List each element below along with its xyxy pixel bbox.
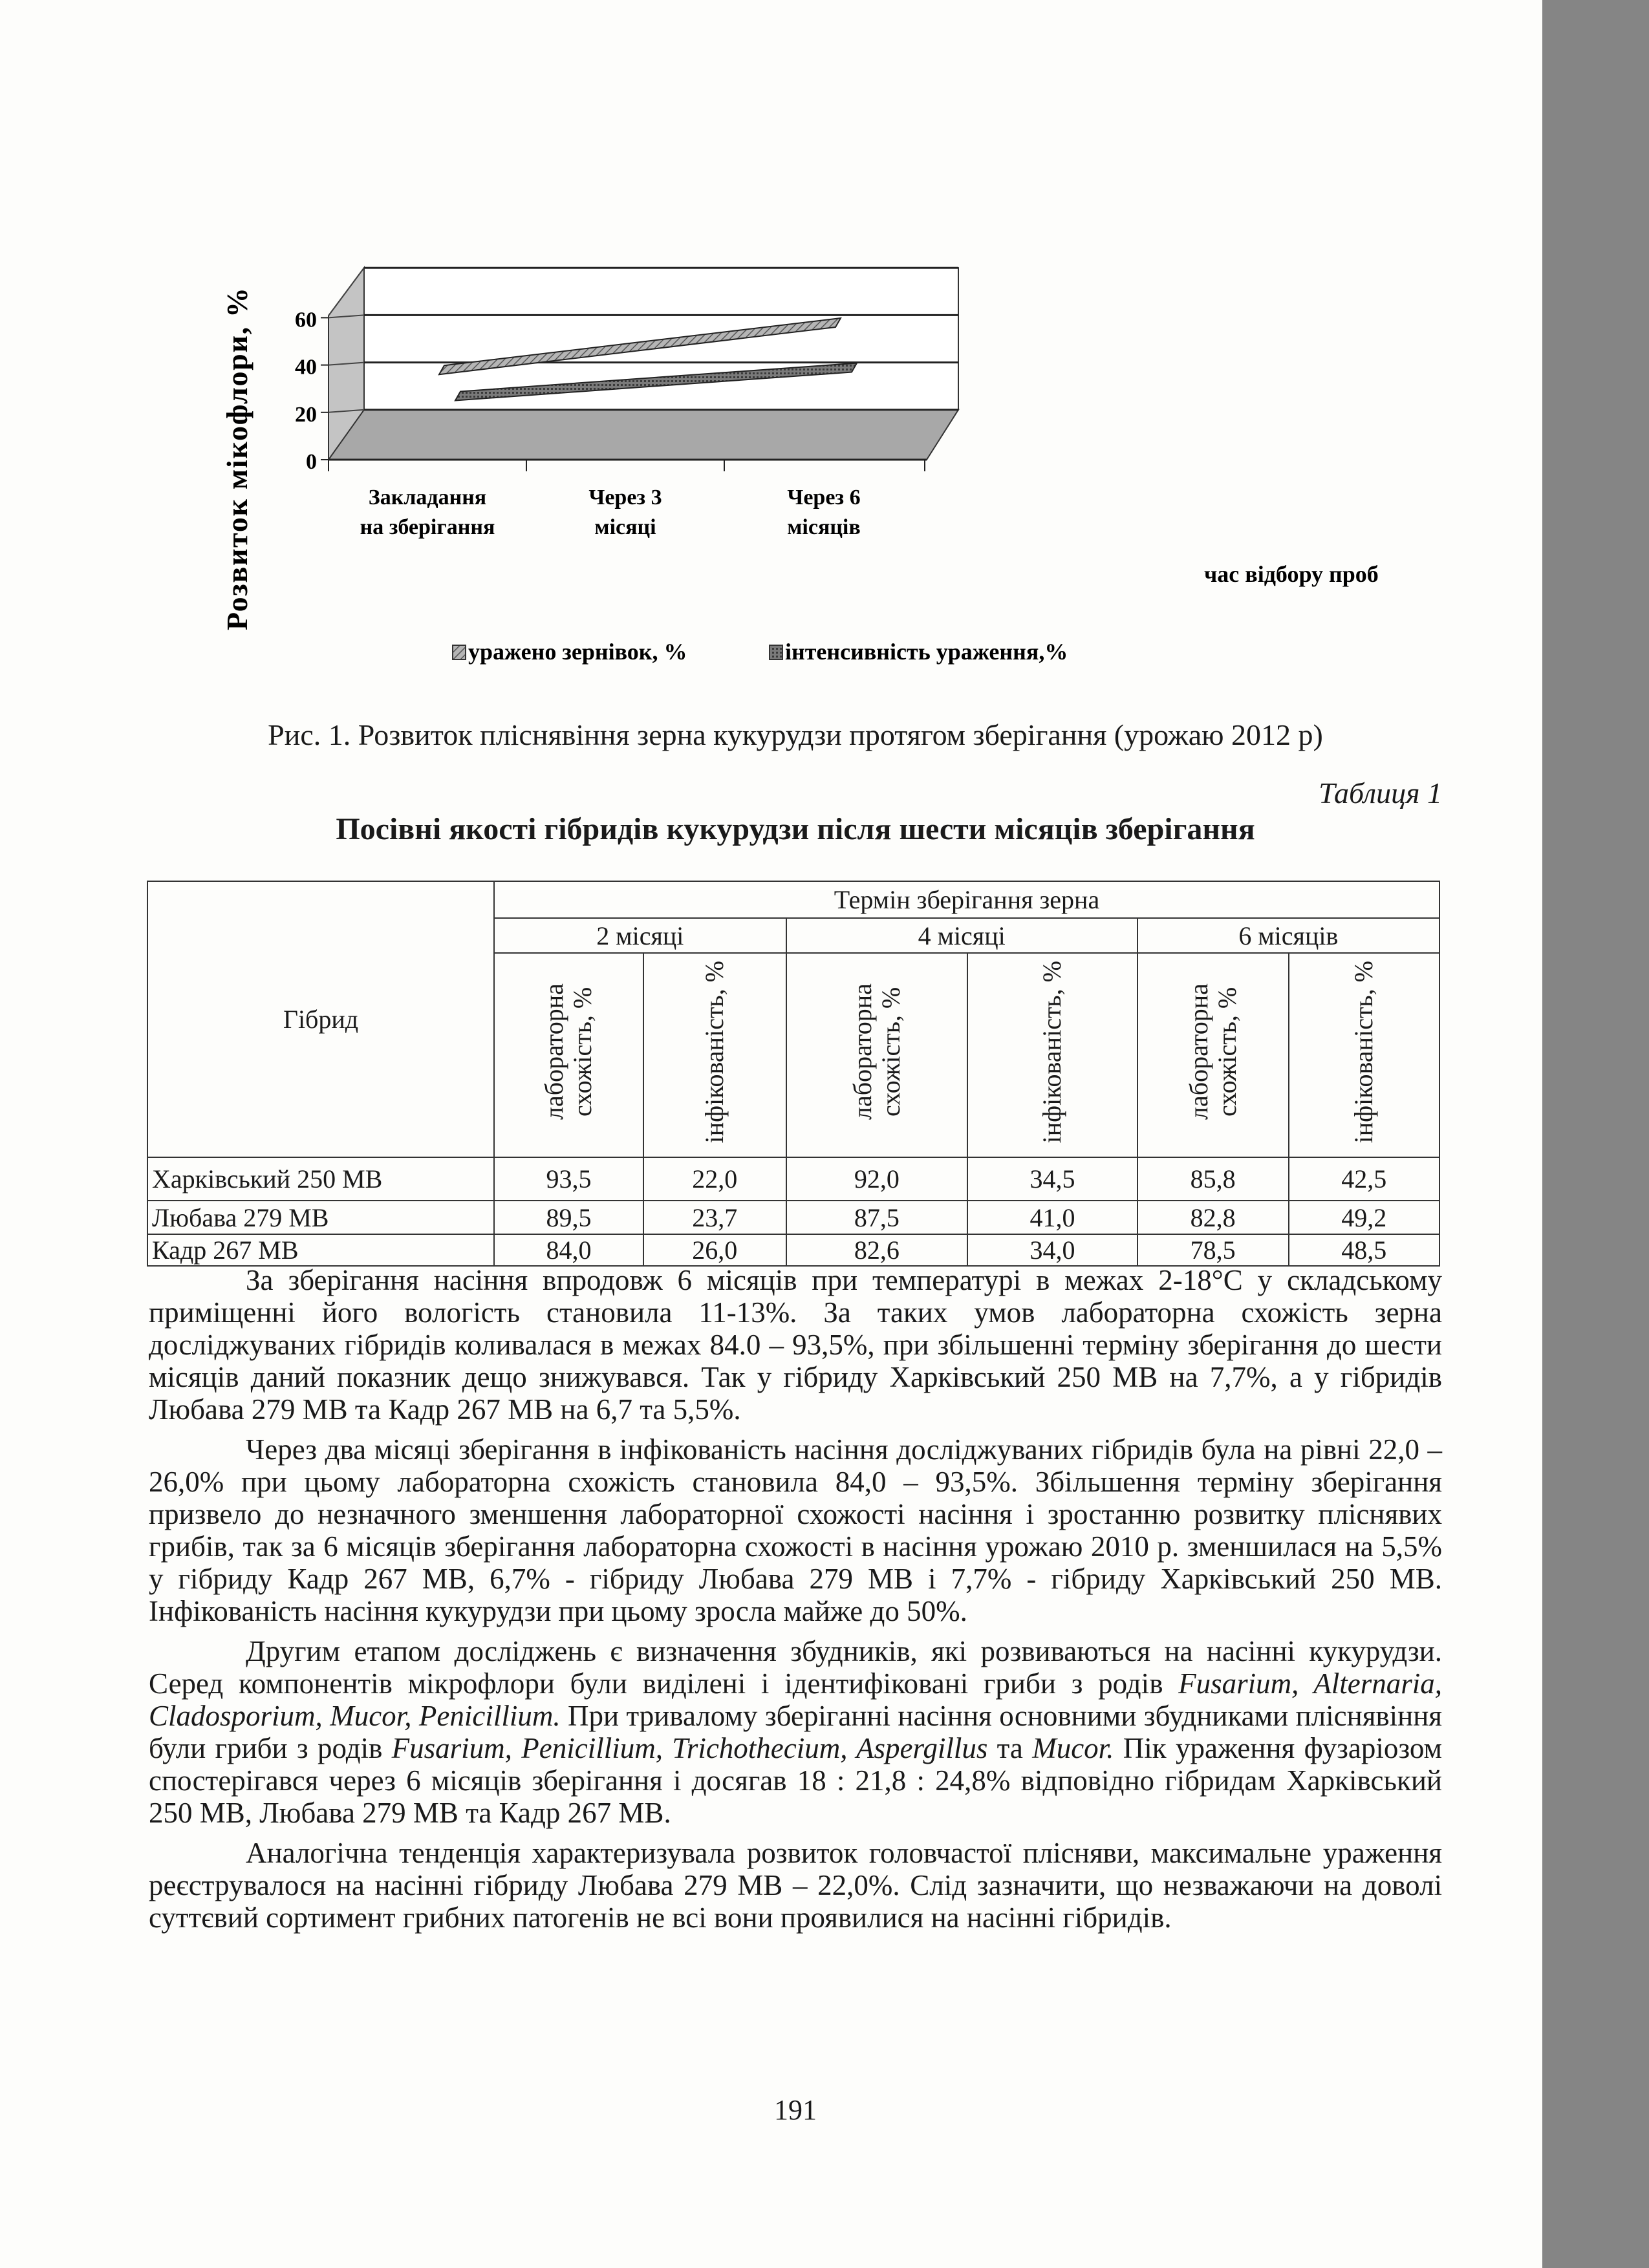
table-cell: 82,8 [1136,1200,1289,1235]
subheader-infection: інфікованість, % [1288,952,1441,1158]
table-cell: 34,5 [967,1157,1138,1201]
italic-text: Mucor. [1032,1732,1114,1764]
legend-label-series-1: уражено зернівок, % [468,639,687,665]
y-axis-title: Розвиток мікофлори, % [221,288,253,630]
legend-label-series-2: інтенсивність ураження,% [785,639,1068,665]
x-tick-label: Через 6 [787,486,860,509]
gridline-side [328,314,365,319]
x-tick-label: на зберігання [360,515,495,539]
text-run: При тривалому зберіганні насіння основни… [149,1700,1443,1764]
table-row: Любава 279 МВ 89,5 23,7 87,5 41,0 82,8 49,2 [147,1200,1441,1235]
table-cell: 22,0 [642,1157,787,1201]
subheader-germination: лабораторна схожість, % [493,952,644,1158]
y-tick-label: 0 [306,450,317,474]
back-wall [363,267,959,411]
table-cell: 87,5 [785,1200,969,1235]
table-cell: 84,0 [493,1234,644,1267]
italic-text: Fusarium, Penicillium, Trichothecium, As… [391,1732,988,1764]
paragraph: За зберігання насіння впродовж 6 місяців… [149,1264,1442,1426]
header-period-2: 2 місяці [493,917,787,954]
hybrid-name: Кадр 267 МВ [147,1234,495,1267]
subheader-infection: інфікованість, % [642,952,787,1158]
legend-swatch-series-2 [769,645,783,660]
figure-caption: Рис. 1. Розвиток пліснявіння зерна кукур… [268,718,1323,751]
table-cell: 93,5 [493,1157,644,1201]
subheader-label: інфікованість, % [700,960,729,1144]
table-label: Таблиця 1 [1319,776,1442,809]
subheader-label: лабораторна схожість, % [539,983,598,1120]
subheader-germination: лабораторна схожість, % [1136,952,1289,1158]
header-hybrid: Гібрид [147,881,495,1158]
subheader-infection: інфікованість, % [967,952,1138,1158]
text-run: Пік ураження фузаріозом спостерігався че… [149,1732,1442,1829]
table-cell: 48,5 [1288,1234,1441,1267]
text-run: Через два місяці зберігання в інфіковані… [149,1433,1442,1627]
table-cell: 34,0 [967,1234,1138,1267]
y-tick-label: 40 [295,356,317,380]
series-1-ribbon [438,317,842,376]
body-text: За зберігання насіння впродовж 6 місяців… [149,1264,1442,1942]
paragraph: Другим етапом досліджень є визначення зб… [149,1635,1442,1829]
y-tick-label: 60 [295,308,317,332]
text-run: Аналогічна тенденція характеризувала роз… [149,1837,1442,1934]
italic-text: Fusarium, Alternaria, Cladosporium, Muco… [149,1667,1442,1732]
paragraph: Через два місяці зберігання в інфіковані… [149,1433,1442,1627]
chart-floor [327,409,960,460]
table-cell: 23,7 [642,1200,787,1235]
paragraph: Аналогічна тенденція характеризувала роз… [149,1837,1442,1934]
header-period-6: 6 місяців [1136,917,1441,954]
x-tick-label: Через 3 [588,486,662,509]
table-cell: 26,0 [642,1234,787,1267]
table-row: Харківський 250 МВ 93,5 22,0 92,0 34,5 85,8 42… [147,1157,1441,1201]
legend: уражено зернівок, % інтенсивність уражен… [452,639,1068,665]
page-number: 191 [774,2094,817,2126]
text-run: Другим етапом досліджень є визначення зб… [149,1635,1442,1700]
x-tick-label: Закладання [369,486,486,509]
gridline-side [328,267,365,316]
table-cell: 82,6 [785,1234,969,1267]
hybrid-name: Любава 279 МВ [147,1200,495,1235]
subheader-label: лабораторна схожість, % [1183,983,1242,1120]
x-tick-label: місяці [594,515,656,539]
text-run: та [987,1732,1033,1764]
scan-edge-shadow [1542,0,1649,2268]
legend-swatch-series-1 [452,645,466,660]
x-axis-title: час відбору проб [1204,561,1379,587]
y-tick-label: 20 [295,403,317,427]
gridline-side [328,361,365,366]
subheader-label: лабораторна схожість, % [847,983,905,1120]
hybrid-name: Харківський 250 МВ [147,1157,495,1201]
seed-quality-table: Гібрид Термін зберігання зерна 2 місяці … [147,881,1441,1267]
text-run: За зберігання насіння впродовж 6 місяців… [149,1264,1442,1426]
subheader-label: інфікованість, % [1349,960,1379,1144]
series-2-ribbon [454,362,858,401]
table-cell: 89,5 [493,1200,644,1235]
table-cell: 49,2 [1288,1200,1441,1235]
subheader-label: інфікованість, % [1037,960,1067,1144]
gridline-side [328,409,365,413]
table-row: Кадр 267 МВ 84,0 26,0 82,6 34,0 78,5 48,5 [147,1234,1441,1267]
subheader-germination: лабораторна схожість, % [785,952,969,1158]
header-period-4: 4 місяці [785,917,1138,954]
table-title: Посівні якості гібридів кукурудзи після … [336,812,1255,846]
table-cell: 92,0 [785,1157,969,1201]
table-cell: 78,5 [1136,1234,1289,1267]
table-cell: 85,8 [1136,1157,1289,1201]
header-storage-term: Термін зберігання зерна [493,881,1441,919]
figure-chart: 0 20 40 60 Закладання на зберігання Через 3 міс… [221,266,1379,665]
table-cell: 41,0 [967,1200,1138,1235]
table-cell: 42,5 [1288,1157,1441,1201]
x-tick-label: місяців [787,515,861,539]
